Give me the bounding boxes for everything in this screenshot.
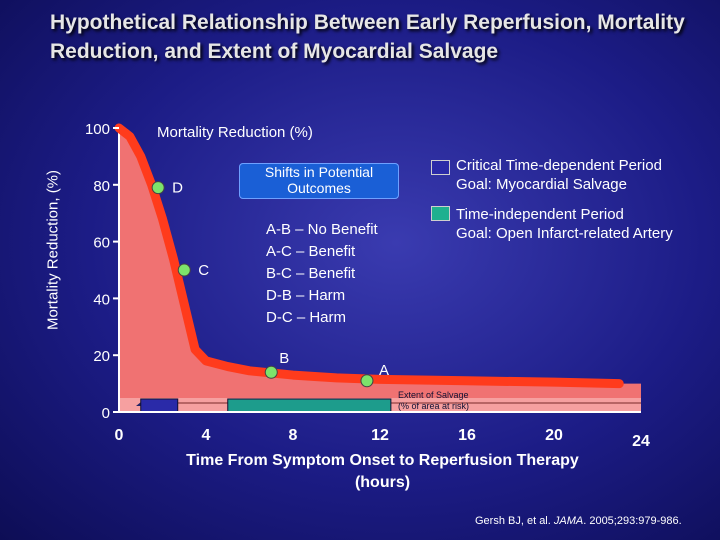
salvage-label: Extent of Salvage (% of area at risk) <box>398 390 469 412</box>
x-tick-label: 12 <box>371 427 389 444</box>
curve-point-c <box>177 263 191 277</box>
legend-independent-line1: Time-independent Period <box>456 206 624 223</box>
shift-item: B-C – Benefit <box>266 265 356 282</box>
legend-independent-line2: Goal: Open Infarct-related Artery <box>456 225 673 242</box>
mortality-curve <box>114 123 624 389</box>
citation-prefix: Gersh BJ, et al. <box>475 515 554 527</box>
x-tick-label: 16 <box>458 427 476 444</box>
x-tick-label: 4 <box>202 427 211 444</box>
citation: Gersh BJ, et al. JAMA. 2005;293:979-986. <box>475 515 682 527</box>
legend-swatch-critical <box>431 160 450 175</box>
y-tick-label: 0 <box>102 405 110 422</box>
shift-item: D-B – Harm <box>266 287 346 304</box>
slide-title: Hypothetical Relationship Between Early … <box>50 11 685 63</box>
x-axis-label: Time From Symptom Onset to Reperfusion T… <box>186 452 579 491</box>
y-tick-label: 60 <box>93 235 110 252</box>
x-tick-label: 24 <box>632 433 650 450</box>
curve-point-a <box>360 374 374 388</box>
curve-point-label-c: C <box>198 262 209 279</box>
y-tick-label: 80 <box>93 178 110 195</box>
shifts-list: A-B – No Benefit A-C – Benefit B-C – Ben… <box>266 219 378 329</box>
shift-item: A-C – Benefit <box>266 243 356 260</box>
period-bar-critical <box>140 398 179 413</box>
curve-point-d <box>151 181 165 195</box>
period-bar-independent <box>227 398 392 413</box>
legend-critical-line1: Critical Time-dependent Period <box>456 157 662 174</box>
legend-swatch-independent <box>431 206 450 221</box>
shift-item: D-C – Harm <box>266 309 347 326</box>
curve-point-label-b: B <box>279 350 289 367</box>
x-tick-label: 0 <box>115 427 124 444</box>
y-tick-label: 100 <box>85 121 110 138</box>
y-tick-label: 20 <box>93 348 110 365</box>
legend-item-critical: Critical Time-dependent Period Goal: Myo… <box>431 156 662 194</box>
salvage-label-line1: Extent of Salvage <box>398 390 469 400</box>
curve-point-label-d: D <box>172 180 183 197</box>
x-tick-label: 8 <box>289 427 298 444</box>
salvage-label-line2: (% of area at risk) <box>398 401 470 411</box>
pill-line1: Shifts in Potential <box>264 164 374 180</box>
legend-critical-line2: Goal: Myocardial Salvage <box>456 176 627 193</box>
curve-point-label-a: A <box>379 362 389 379</box>
curve-point-b <box>264 365 278 379</box>
citation-journal: JAMA <box>553 515 584 527</box>
shifts-outcomes-pill: Shifts in Potential Outcomes <box>239 163 399 199</box>
citation-suffix: . 2005;293:979-986. <box>583 515 682 527</box>
chart-title: Mortality Reduction (%) <box>157 124 313 141</box>
y-tick-label: 40 <box>93 291 110 308</box>
pill-line2: Outcomes <box>287 180 351 196</box>
legend-item-independent: Time-independent Period Goal: Open Infar… <box>431 205 673 243</box>
shift-item: A-B – No Benefit <box>266 221 378 238</box>
x-tick-label: 20 <box>545 427 563 444</box>
